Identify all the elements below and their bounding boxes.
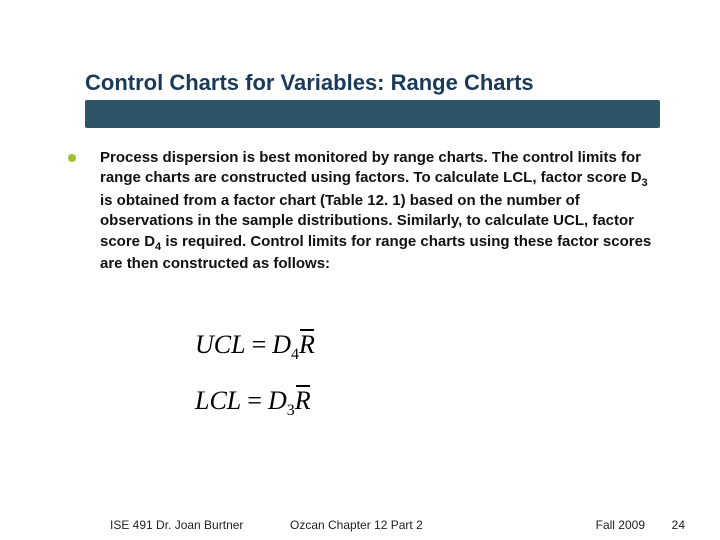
r-bar: R (295, 386, 311, 416)
r-bar: R (299, 330, 315, 360)
equals-sign: = (246, 330, 273, 359)
footer-page-number: 24 (672, 518, 685, 532)
lcl-lhs: LCL (195, 386, 241, 415)
title-underline-bar (85, 100, 660, 128)
footer-center: Ozcan Chapter 12 Part 2 (290, 518, 423, 532)
ucl-d-sub: 4 (291, 346, 299, 363)
slide: Control Charts for Variables: Range Char… (0, 0, 720, 540)
body-paragraph: Process dispersion is best monitored by … (100, 148, 660, 275)
footer-right: Fall 2009 (596, 518, 645, 532)
ucl-lhs: UCL (195, 330, 246, 359)
formula-lcl: LCL=D3R (195, 386, 315, 420)
equals-sign: = (241, 386, 268, 415)
bullet-icon (68, 154, 76, 162)
lcl-d: D (268, 386, 287, 415)
subscript-d3: 3 (642, 177, 648, 189)
body-text-part-3: is required. Control limits for range ch… (100, 233, 651, 273)
body-text-part-1: Process dispersion is best monitored by … (100, 149, 642, 186)
formula-ucl: UCL=D4R (195, 330, 315, 364)
footer-left: ISE 491 Dr. Joan Burtner (110, 518, 243, 532)
formula-block: UCL=D4R LCL=D3R (195, 330, 315, 442)
lcl-d-sub: 3 (287, 402, 295, 419)
slide-title: Control Charts for Variables: Range Char… (85, 70, 534, 96)
ucl-d: D (272, 330, 291, 359)
